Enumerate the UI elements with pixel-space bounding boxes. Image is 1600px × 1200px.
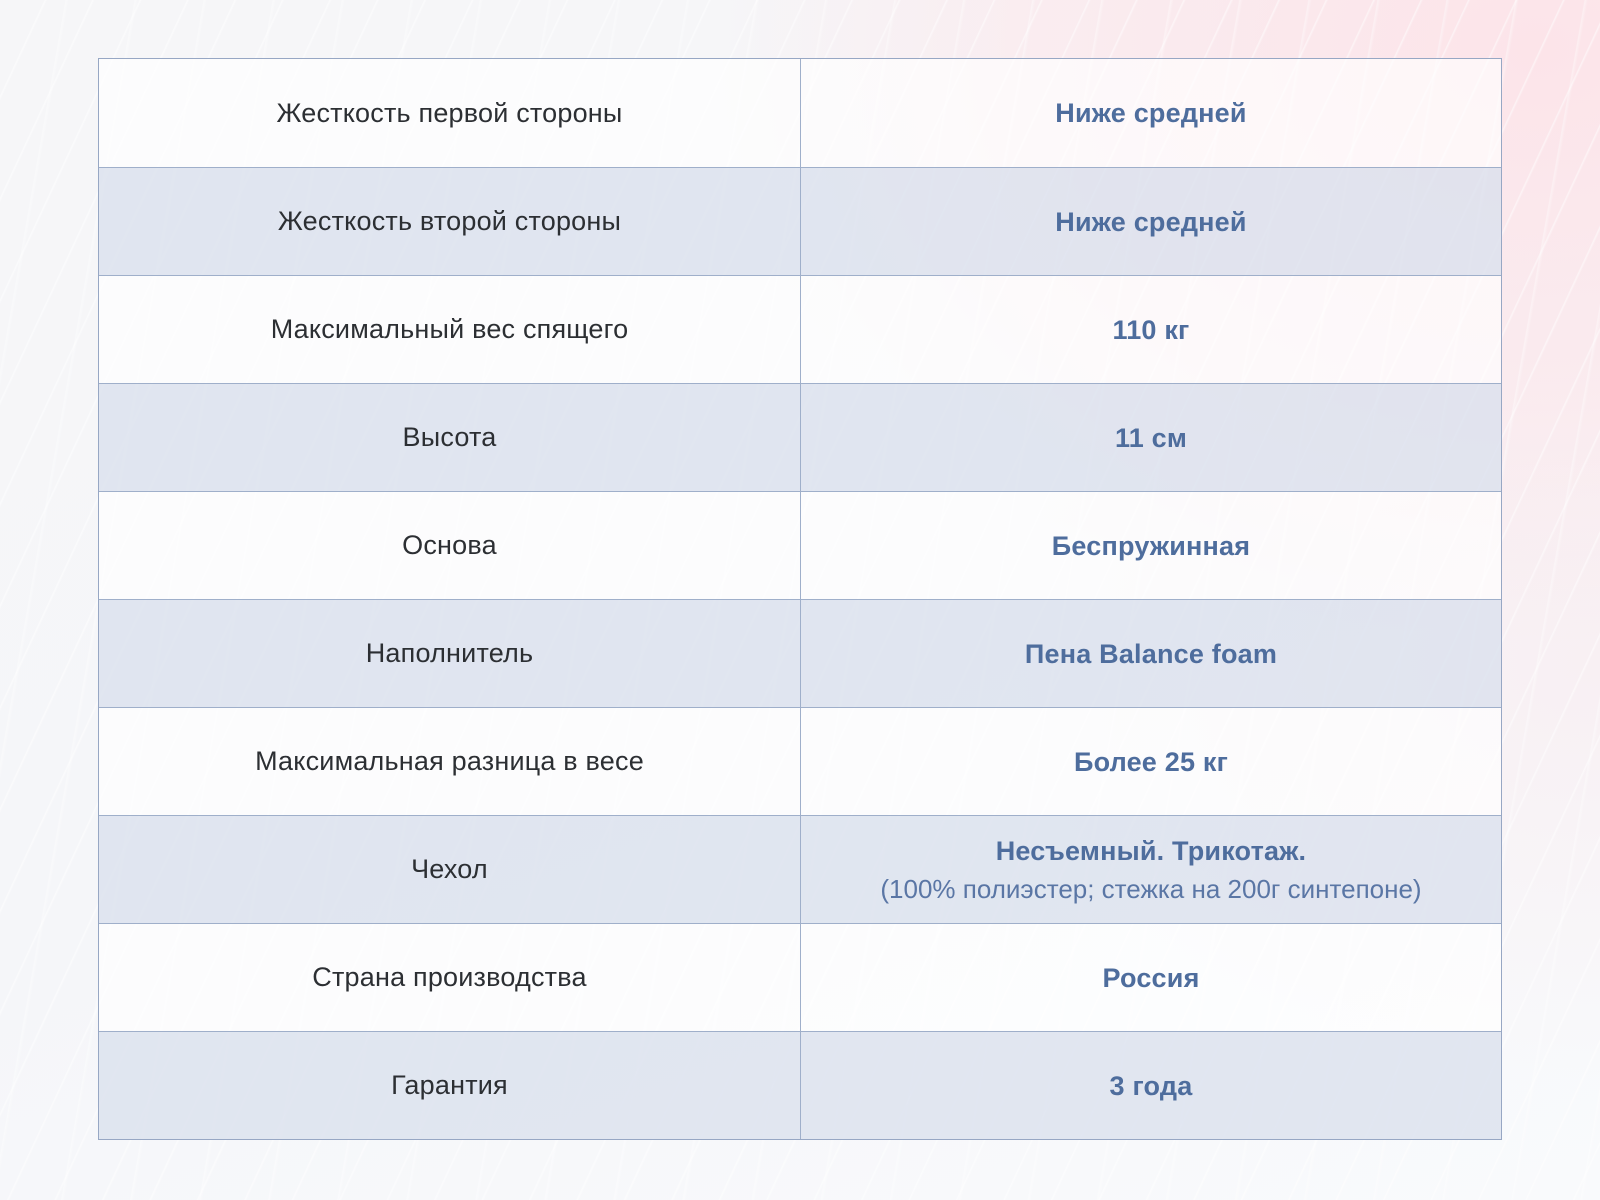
spec-value-cell: Несъемный. Трикотаж. (100% полиэстер; ст… <box>800 816 1501 923</box>
spec-value: 3 года <box>1109 1070 1193 1101</box>
table-row: Жесткость первой стороны Ниже средней <box>99 59 1501 167</box>
table-row: Максимальная разница в весе Более 25 кг <box>99 707 1501 815</box>
spec-value-cell: Россия <box>800 924 1501 1031</box>
spec-value: Россия <box>1102 962 1200 993</box>
spec-label: Гарантия <box>391 1070 508 1100</box>
spec-label: Жесткость первой стороны <box>276 97 623 128</box>
spec-label-cell: Гарантия <box>99 1032 800 1139</box>
spec-value-cell: Беспружинная <box>800 492 1501 599</box>
spec-value-cell: Более 25 кг <box>800 708 1501 815</box>
table-row: Жесткость второй стороны Ниже средней <box>99 167 1501 275</box>
table-row: Страна производства Россия <box>99 923 1501 1031</box>
spec-value: Ниже средней <box>1055 98 1247 128</box>
spec-value-cell: 3 года <box>800 1032 1501 1139</box>
spec-value: Беспружинная <box>1051 530 1251 561</box>
spec-label-cell: Высота <box>99 384 800 491</box>
spec-label-cell: Основа <box>99 492 800 599</box>
spec-value-cell: 110 кг <box>800 276 1501 383</box>
spec-label-cell: Чехол <box>99 816 800 923</box>
spec-label: Высота <box>402 422 497 452</box>
spec-value: 11 см <box>1114 422 1188 453</box>
spec-label-cell: Страна производства <box>99 924 800 1031</box>
spec-label-cell: Максимальный вес спящего <box>99 276 800 383</box>
spec-label-cell: Максимальная разница в весе <box>99 708 800 815</box>
spec-label-cell: Жесткость первой стороны <box>99 59 800 167</box>
spec-value: Несъемный. Трикотаж. <box>995 835 1307 866</box>
spec-label: Наполнитель <box>365 638 534 668</box>
table-row: Чехол Несъемный. Трикотаж. (100% полиэст… <box>99 815 1501 923</box>
spec-label-cell: Наполнитель <box>99 600 800 707</box>
spec-value-cell: 11 см <box>800 384 1501 491</box>
spec-label: Жесткость второй стороны <box>277 206 622 236</box>
specs-table: Жесткость первой стороны Ниже средней Же… <box>98 58 1502 1140</box>
spec-label-cell: Жесткость второй стороны <box>99 168 800 275</box>
table-row: Максимальный вес спящего 110 кг <box>99 275 1501 383</box>
spec-label: Основа <box>402 530 497 560</box>
spec-label: Максимальная разница в весе <box>255 746 644 776</box>
spec-value: Пена Balance foam <box>1024 638 1278 669</box>
spec-label: Максимальный вес спящего <box>270 314 629 344</box>
spec-value: 110 кг <box>1112 314 1190 345</box>
spec-value-cell: Ниже средней <box>800 59 1501 167</box>
table-row: Высота 11 см <box>99 383 1501 491</box>
table-row: Наполнитель Пена Balance foam <box>99 599 1501 707</box>
table-row: Гарантия 3 года <box>99 1031 1501 1139</box>
spec-value: Ниже средней <box>1055 206 1247 237</box>
spec-value-cell: Пена Balance foam <box>800 600 1501 707</box>
spec-value: Более 25 кг <box>1073 746 1229 777</box>
spec-label: Чехол <box>411 854 488 884</box>
table-row: Основа Беспружинная <box>99 491 1501 599</box>
spec-value-cell: Ниже средней <box>800 168 1501 275</box>
spec-label: Страна производства <box>312 962 587 992</box>
spec-value-detail: (100% полиэстер; стежка на 200г синтепон… <box>880 873 1422 904</box>
